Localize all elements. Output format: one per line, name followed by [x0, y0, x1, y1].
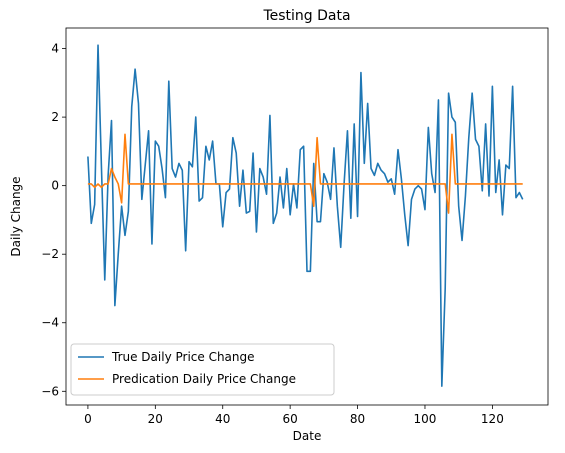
x-tick-label: 100	[414, 412, 437, 426]
x-tick-label: 0	[84, 412, 92, 426]
y-tick-label: −2	[41, 247, 59, 261]
y-tick-label: 4	[51, 42, 59, 56]
y-tick-label: −4	[41, 316, 59, 330]
x-tick-label: 20	[148, 412, 163, 426]
series-lines	[87, 44, 524, 387]
x-axis-label: Date	[293, 429, 322, 443]
legend-label-true: True Daily Price Change	[111, 350, 255, 364]
x-tick-label: 80	[350, 412, 365, 426]
y-axis-label: Daily Change	[9, 176, 23, 256]
chart-title: Testing Data	[262, 8, 350, 24]
y-tick-label: 0	[51, 179, 59, 193]
series-line-prediction	[87, 133, 523, 214]
y-tick-label: −6	[41, 384, 59, 398]
x-tick-label: 60	[283, 412, 298, 426]
series-line-true	[87, 44, 524, 387]
x-tick-label: 120	[481, 412, 504, 426]
y-axis: 4 2 0 −2 −4 −6	[41, 42, 66, 398]
x-axis: 0 20 40 60 80 100 120	[84, 405, 504, 426]
x-tick-label: 40	[215, 412, 230, 426]
legend-box	[70, 343, 335, 396]
y-tick-label: 2	[51, 110, 59, 124]
legend-label-prediction: Predication Daily Price Change	[112, 372, 296, 386]
legend: True Daily Price Change Predication Dail…	[70, 343, 335, 396]
plot-frame	[65, 27, 549, 406]
